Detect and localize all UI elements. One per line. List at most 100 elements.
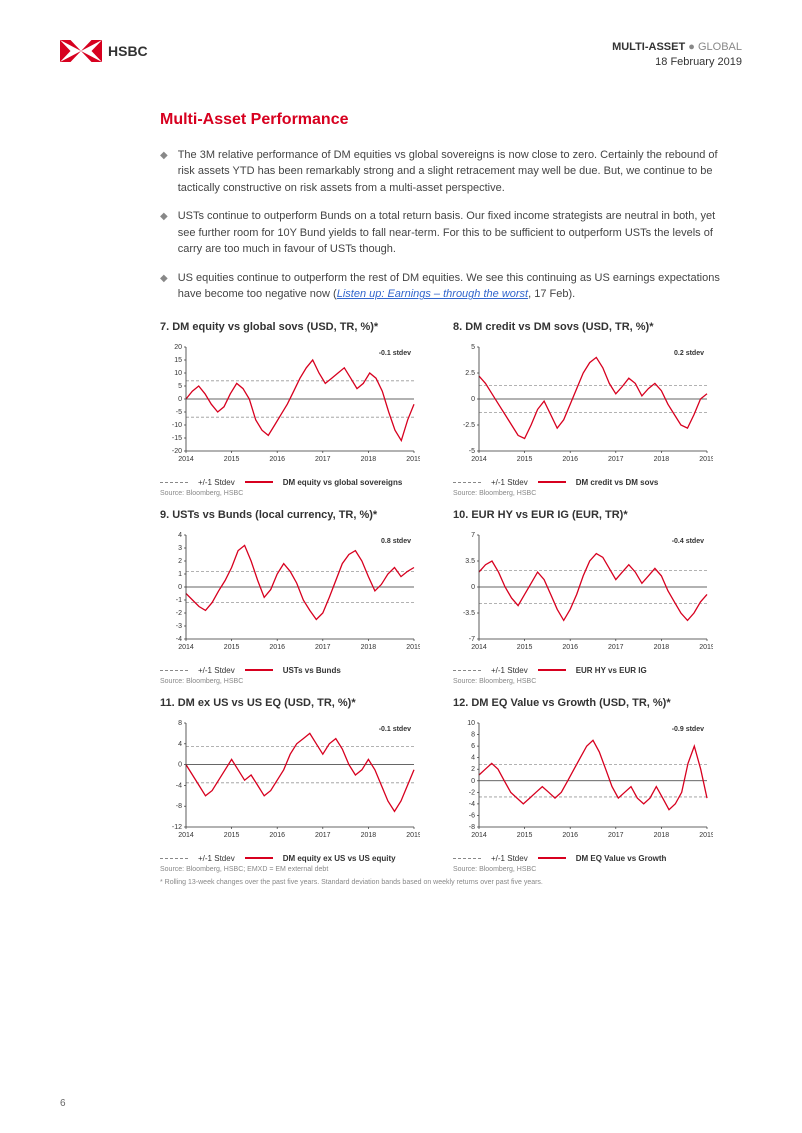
solid-icon [538,857,566,859]
svg-text:2017: 2017 [608,644,624,651]
svg-text:2014: 2014 [178,644,194,651]
page: HSBC MULTI-ASSET ● GLOBAL 18 February 20… [0,0,802,1133]
svg-text:0: 0 [471,584,475,591]
svg-text:0: 0 [471,778,475,785]
solid-icon [245,481,273,483]
legend-solid-label: DM equity vs global sovereigns [283,478,403,487]
svg-text:2018: 2018 [654,644,670,651]
chart-svg: -5-2.502.552014201520162017201820190.2 s… [453,339,713,469]
svg-text:-4: -4 [176,782,182,789]
svg-text:2: 2 [471,766,475,773]
svg-text:-4: -4 [469,801,475,808]
legend-dash-label: +/-1 Stdev [198,666,235,675]
dash-icon [453,670,481,671]
svg-text:4: 4 [471,754,475,761]
dash-icon [160,482,188,483]
legend-dash-label: +/-1 Stdev [491,666,528,675]
chart-legend: +/-1 StdevUSTs vs Bunds [160,666,429,675]
charts-grid: 7. DM equity vs global sovs (USD, TR, %)… [160,321,722,873]
dash-icon [160,858,188,859]
svg-text:5: 5 [178,383,182,390]
svg-text:2018: 2018 [361,832,377,839]
svg-text:2016: 2016 [562,644,578,651]
solid-icon [538,669,566,671]
chart-cell: 8. DM credit vs DM sovs (USD, TR, %)*-5-… [453,321,722,497]
chart-svg: -8-6-4-20246810201420152016201720182019-… [453,715,713,845]
svg-text:-20: -20 [172,448,182,455]
svg-text:-0.4 stdev: -0.4 stdev [672,538,704,545]
svg-text:0: 0 [471,396,475,403]
svg-text:2018: 2018 [361,456,377,463]
svg-text:2016: 2016 [269,644,285,651]
svg-text:2016: 2016 [562,456,578,463]
svg-text:0.8 stdev: 0.8 stdev [381,538,411,545]
legend-solid-label: EUR HY vs EUR IG [576,666,647,675]
solid-icon [538,481,566,483]
svg-text:2014: 2014 [471,456,487,463]
solid-icon [245,857,273,859]
chart-cell: 7. DM equity vs global sovs (USD, TR, %)… [160,321,429,497]
solid-icon [245,669,273,671]
bullet-text: The 3M relative performance of DM equiti… [178,147,722,197]
svg-text:2016: 2016 [269,832,285,839]
chart-cell: 10. EUR HY vs EUR IG (EUR, TR)*-7-3.503.… [453,509,722,685]
svg-text:-6: -6 [469,812,475,819]
svg-text:2015: 2015 [224,832,240,839]
svg-text:2017: 2017 [315,832,331,839]
svg-text:1: 1 [178,571,182,578]
svg-text:2019: 2019 [699,644,713,651]
svg-text:2017: 2017 [608,456,624,463]
svg-text:2014: 2014 [178,832,194,839]
svg-text:0: 0 [178,584,182,591]
chart-source: Source: Bloomberg, HSBC; EMXD = EM exter… [160,866,429,873]
dash-icon [160,670,188,671]
svg-text:4: 4 [178,532,182,539]
chart-legend: +/-1 StdevDM EQ Value vs Growth [453,854,722,863]
link[interactable]: Listen up: Earnings – through the worst [337,288,528,300]
svg-text:8: 8 [471,731,475,738]
chart-svg: -7-3.503.57201420152016201720182019-0.4 … [453,527,713,657]
svg-text:2019: 2019 [406,456,420,463]
svg-text:2019: 2019 [699,456,713,463]
svg-text:-1: -1 [176,597,182,604]
svg-text:-8: -8 [469,824,475,831]
chart-source: Source: Bloomberg, HSBC [160,490,429,497]
svg-text:-2: -2 [176,610,182,617]
svg-text:-4: -4 [176,636,182,643]
chart-source: Source: Bloomberg, HSBC [160,678,429,685]
chart-cell: 11. DM ex US vs US EQ (USD, TR, %)*-12-8… [160,697,429,873]
svg-text:2015: 2015 [224,456,240,463]
chart-svg: -20-15-10-505101520201420152016201720182… [160,339,420,469]
svg-text:-5: -5 [176,409,182,416]
svg-text:-10: -10 [172,422,182,429]
chart-svg: -4-3-2-1012342014201520162017201820190.8… [160,527,420,657]
svg-text:2017: 2017 [315,456,331,463]
svg-text:-3: -3 [176,623,182,630]
bullet-text: US equities continue to outperform the r… [178,270,722,303]
footnote: * Rolling 13-week changes over the past … [160,879,722,886]
chart-legend: +/-1 StdevDM equity vs global sovereigns [160,478,429,487]
chart-source: Source: Bloomberg, HSBC [453,678,722,685]
chart-title: 11. DM ex US vs US EQ (USD, TR, %)* [160,697,429,709]
svg-text:5: 5 [471,344,475,351]
chart-svg: -12-8-4048201420152016201720182019-0.1 s… [160,715,420,845]
chart-legend: +/-1 Stdev EUR HY vs EUR IG [453,666,722,675]
svg-text:2019: 2019 [406,644,420,651]
svg-text:10: 10 [467,720,475,727]
svg-text:0: 0 [178,396,182,403]
chart-title: 9. USTs vs Bunds (local currency, TR, %)… [160,509,429,521]
svg-text:-2.5: -2.5 [463,422,475,429]
category-bold: MULTI-ASSET [612,41,685,53]
svg-text:2015: 2015 [224,644,240,651]
logo: HSBC [60,40,148,62]
svg-text:-3.5: -3.5 [463,610,475,617]
svg-text:2019: 2019 [699,832,713,839]
svg-text:2015: 2015 [517,456,533,463]
svg-text:2015: 2015 [517,644,533,651]
svg-text:-12: -12 [172,824,182,831]
svg-text:4: 4 [178,741,182,748]
svg-text:8: 8 [178,720,182,727]
diamond-icon: ◆ [160,271,168,303]
legend-dash-label: +/-1 Stdev [198,854,235,863]
bullet-list: ◆ The 3M relative performance of DM equit… [160,147,722,303]
